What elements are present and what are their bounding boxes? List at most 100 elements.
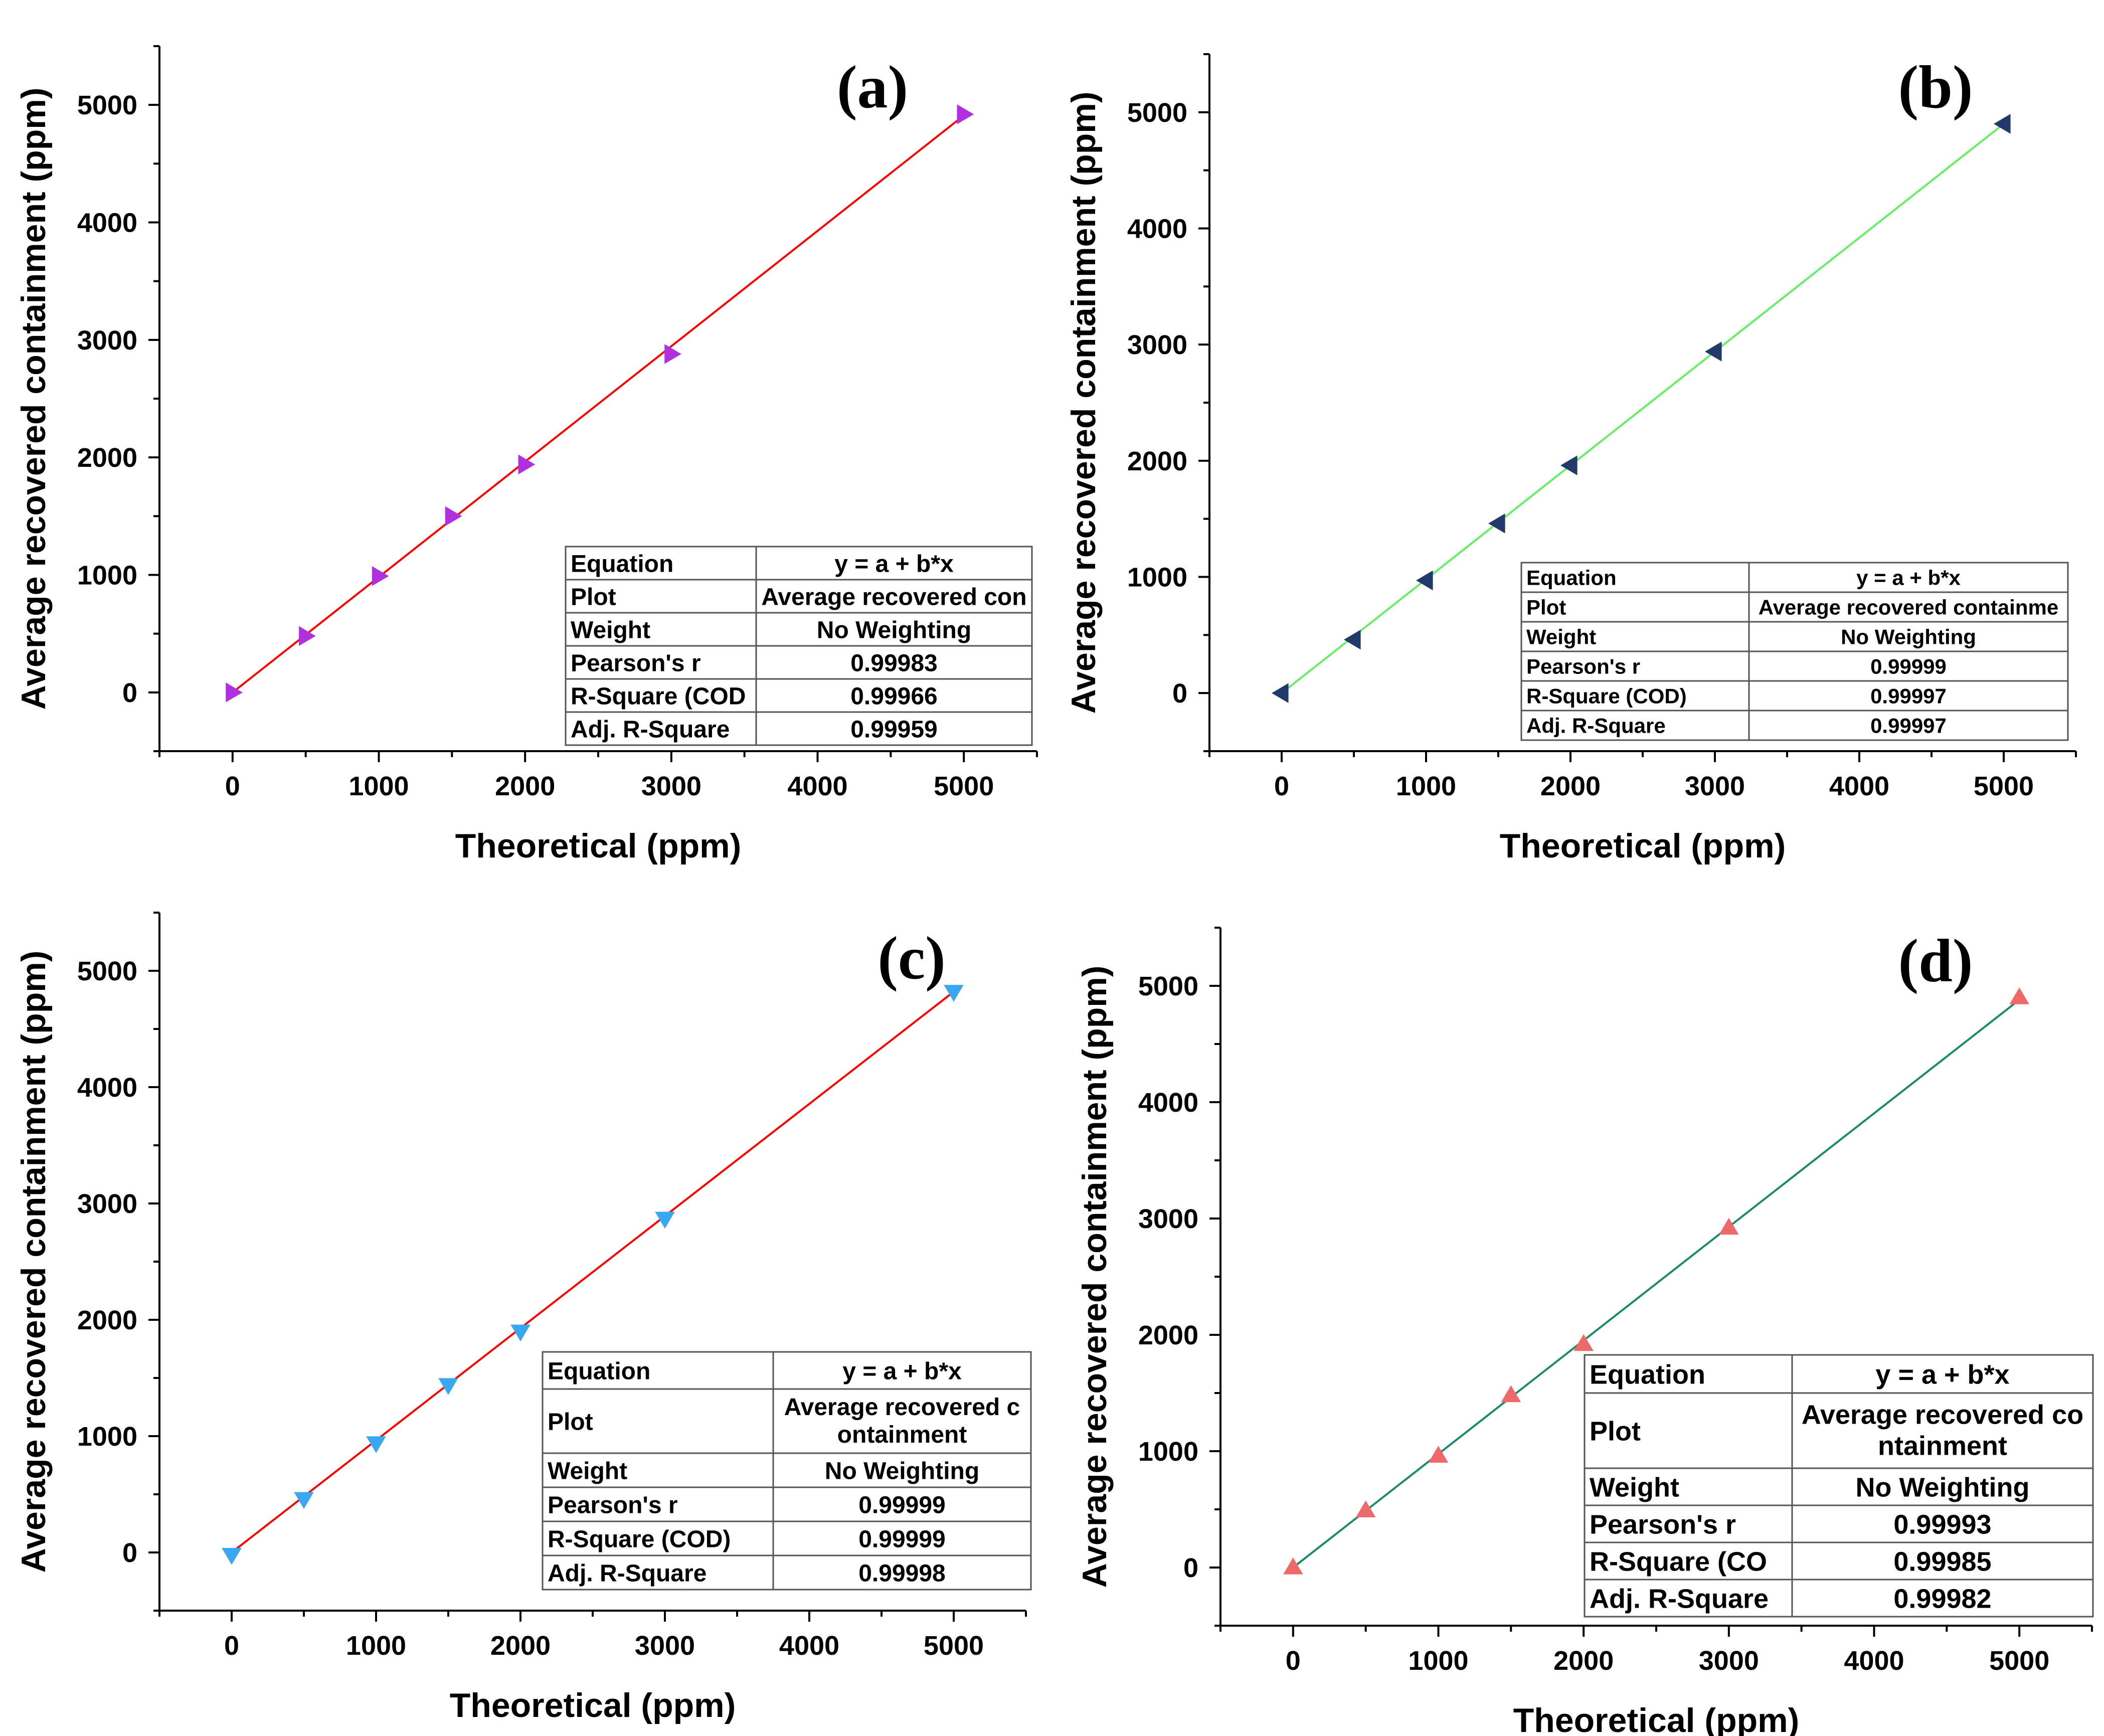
- y-tick-label: 2000: [77, 443, 137, 473]
- x-tick-label: 1000: [346, 1631, 406, 1661]
- stats-value-line: ontainment: [837, 1422, 967, 1448]
- stats-value: 0.99993: [1893, 1509, 1991, 1539]
- stats-value: y = a + b*x: [842, 1358, 962, 1384]
- y-tick-label: 2000: [1138, 1320, 1198, 1350]
- stats-key: Plot: [1526, 596, 1566, 619]
- data-point: [1560, 455, 1577, 475]
- x-tick-label: 5000: [924, 1631, 984, 1661]
- stats-key: Weight: [571, 617, 650, 643]
- y-tick-label: 1000: [1138, 1437, 1198, 1467]
- x-tick-label: 5000: [934, 771, 994, 801]
- data-point: [222, 1548, 242, 1565]
- data-point: [438, 1378, 458, 1395]
- data-point: [1573, 1334, 1594, 1351]
- stats-value: 0.99999: [858, 1492, 946, 1518]
- stats-key: Adj. R-Square: [571, 716, 730, 743]
- y-tick-label: 3000: [1127, 330, 1187, 360]
- stats-key: R-Square (COD: [571, 683, 746, 710]
- data-point: [1719, 1218, 1739, 1235]
- y-tick-label: 2000: [1127, 446, 1187, 476]
- data-point: [372, 566, 389, 586]
- stats-value: 0.99999: [858, 1526, 946, 1552]
- stats-key: Equation: [1590, 1359, 1705, 1390]
- fit-line: [1281, 123, 2005, 694]
- data-point: [1501, 1385, 1521, 1403]
- stats-key: Adj. R-Square: [1526, 714, 1666, 738]
- panel-label: (a): [837, 53, 908, 121]
- y-tick-label: 5000: [77, 956, 137, 986]
- stats-value: 0.99966: [850, 683, 938, 710]
- y-tick-label: 4000: [1127, 214, 1187, 244]
- stats-key: Plot: [571, 584, 616, 610]
- y-tick-label: 1000: [77, 1422, 137, 1452]
- data-point: [944, 985, 964, 1002]
- stats-key: Pearson's r: [548, 1492, 678, 1518]
- stats-value-line: ntainment: [1878, 1431, 2007, 1461]
- stats-key: Pearson's r: [1590, 1509, 1736, 1539]
- data-point: [1416, 570, 1433, 591]
- x-tick-label: 2000: [495, 771, 555, 801]
- stats-key: Adj. R-Square: [548, 1560, 707, 1587]
- data-point: [518, 454, 536, 474]
- stats-key: Weight: [1526, 625, 1596, 649]
- fit-line: [231, 991, 955, 1553]
- chart-panel-a: 0 1000 2000 3000 4000 5000 0 1000 2000 3000 4000 50…: [15, 45, 1038, 865]
- chart-panel-c: 0 1000 2000 3000 4000 5000 0 1000 2000 3000 4000 50…: [15, 912, 1032, 1724]
- data-point: [1344, 629, 1361, 650]
- x-tick-label: 1000: [1408, 1646, 1468, 1676]
- stats-value: Average recovered con: [761, 584, 1026, 610]
- data-point: [1488, 513, 1505, 534]
- stats-value: y = a + b*x: [1875, 1359, 2009, 1390]
- x-tick-label: 0: [225, 771, 240, 801]
- stats-value: No Weighting: [1856, 1472, 2030, 1502]
- x-tick-label: 2000: [490, 1631, 551, 1661]
- y-tick-label: 4000: [77, 1073, 137, 1103]
- data-point: [226, 682, 243, 703]
- y-tick-label: 0: [1172, 678, 1187, 709]
- stats-key: Plot: [548, 1409, 593, 1435]
- stats-value: Average recovered containme: [1759, 596, 2058, 619]
- stats-value: 0.99998: [858, 1560, 946, 1587]
- stats-value: y = a + b*x: [834, 551, 954, 577]
- stats-value: 0.99997: [1870, 714, 1947, 738]
- y-axis-title: Average recovered containment (ppm): [15, 951, 53, 1573]
- data-point: [655, 1211, 675, 1229]
- data-point: [1705, 341, 1722, 362]
- x-tick-label: 0: [1286, 1646, 1301, 1676]
- stats-value: No Weighting: [817, 617, 971, 643]
- y-tick-label: 1000: [1127, 563, 1187, 593]
- x-tick-label: 3000: [641, 771, 702, 801]
- data-point: [1994, 114, 2011, 134]
- chart-panel-b: 0 1000 2000 3000 4000 5000 0 1000 2000 3000 4000 50…: [1065, 53, 2077, 865]
- x-axis-title: Theoretical (ppm): [1500, 827, 1786, 865]
- fit-line: [1292, 999, 2020, 1569]
- stats-key: Plot: [1590, 1416, 1641, 1446]
- data-point: [664, 344, 681, 364]
- y-tick-label: 0: [122, 678, 137, 708]
- y-tick-label: 5000: [1127, 98, 1187, 128]
- stats-key: Equation: [548, 1358, 650, 1384]
- x-tick-label: 0: [1274, 771, 1289, 801]
- y-tick-label: 0: [1183, 1553, 1198, 1583]
- stats-value: 0.99999: [1870, 655, 1947, 678]
- stats-value: 0.99959: [850, 716, 938, 743]
- stats-value: y = a + b*x: [1856, 566, 1961, 590]
- stats-value: 0.99982: [1893, 1584, 1991, 1614]
- y-tick-label: 4000: [1138, 1088, 1198, 1118]
- stats-value: 0.99997: [1870, 684, 1947, 708]
- y-axis-title: Average recovered containment (ppm): [1076, 966, 1114, 1588]
- stats-table: [1584, 1354, 2094, 1618]
- y-tick-label: 0: [122, 1538, 137, 1568]
- y-tick-label: 3000: [77, 1189, 137, 1219]
- x-tick-label: 2000: [1540, 771, 1601, 801]
- data-point: [1272, 683, 1289, 703]
- y-tick-label: 5000: [77, 90, 137, 120]
- x-tick-label: 4000: [779, 1631, 839, 1661]
- x-tick-label: 5000: [1974, 771, 2034, 801]
- stats-value: No Weighting: [825, 1458, 979, 1484]
- x-tick-label: 1000: [1396, 771, 1456, 801]
- stats-key: Adj. R-Square: [1590, 1584, 1769, 1614]
- x-tick-label: 2000: [1553, 1646, 1614, 1676]
